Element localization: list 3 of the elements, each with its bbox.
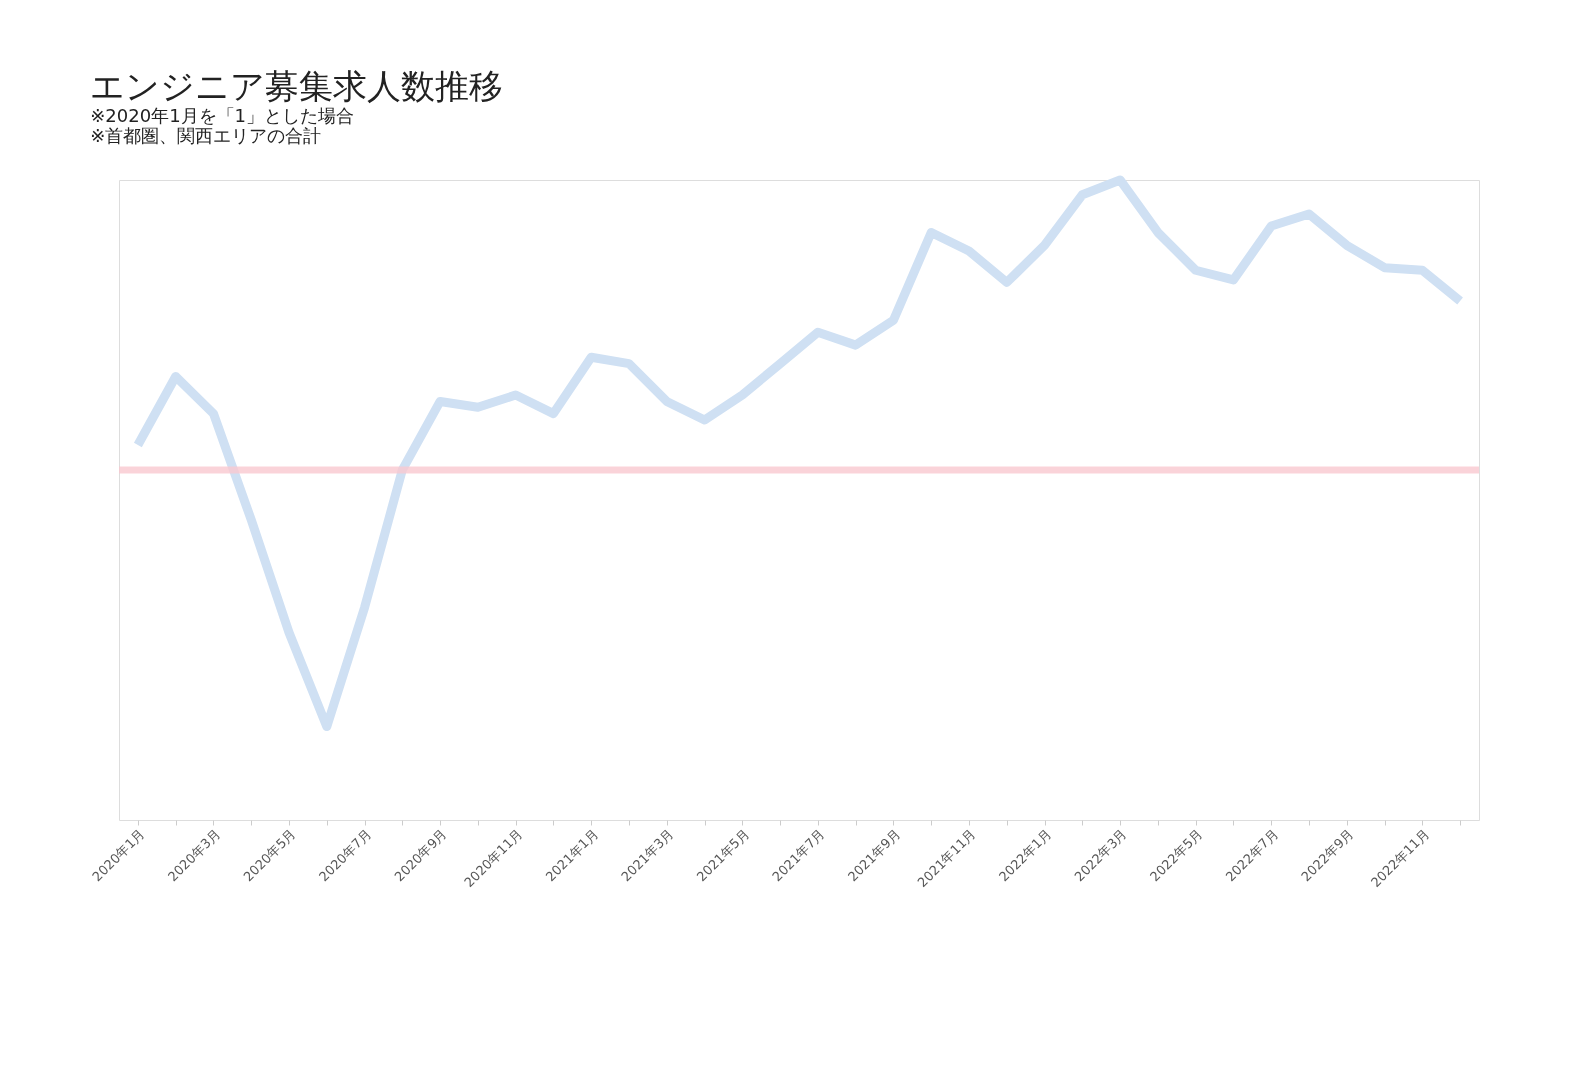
chart-title: エンジニア募集求人数推移	[90, 65, 504, 106]
text: ※2020年1月を「1」とした場合	[90, 104, 355, 126]
text: ※首都圏、関西エリアの合計	[90, 124, 322, 146]
